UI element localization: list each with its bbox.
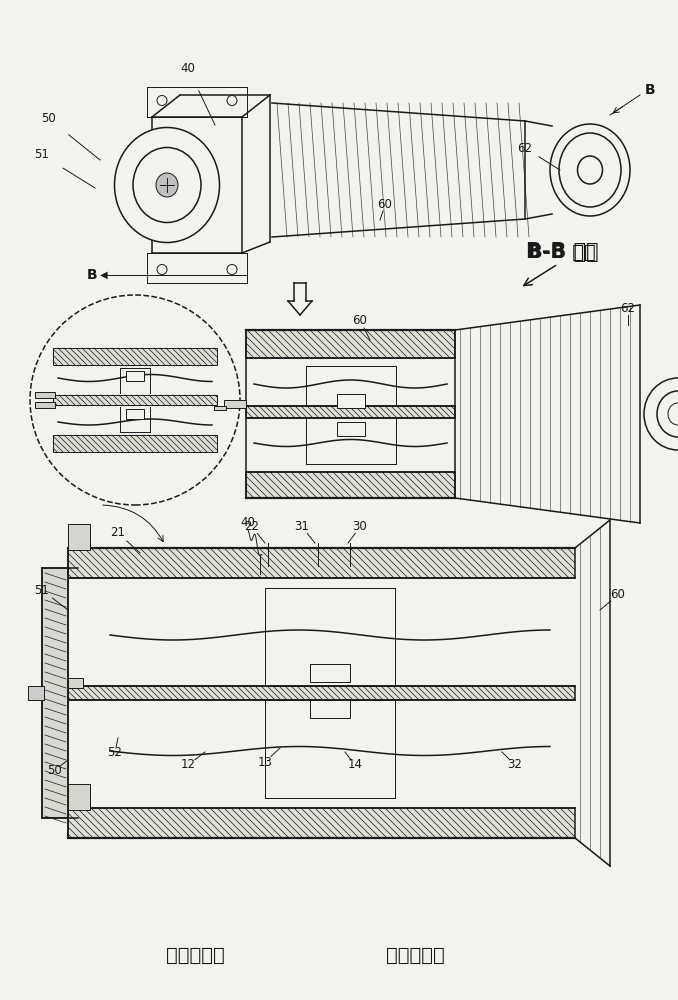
Bar [35, 402, 55, 408]
Bar [35, 392, 55, 398]
Ellipse shape [668, 403, 678, 425]
Text: B: B [86, 268, 97, 282]
Circle shape [227, 264, 237, 274]
Bar [42, 568, 68, 818]
Text: 51: 51 [35, 148, 49, 161]
Text: 62: 62 [620, 302, 635, 314]
Bar [53, 348, 217, 365]
Bar [214, 406, 226, 410]
Text: 51: 51 [35, 584, 49, 596]
Ellipse shape [133, 147, 201, 223]
Text: 21: 21 [111, 526, 125, 540]
Bar [28, 686, 44, 700]
Text: 60: 60 [378, 198, 393, 212]
Text: 32: 32 [508, 758, 523, 772]
Bar [246, 406, 455, 418]
Text: ◀: ◀ [97, 270, 108, 280]
Text: B-B 截面: B-B 截面 [525, 242, 598, 262]
Bar [310, 700, 350, 718]
Bar [336, 422, 365, 436]
Ellipse shape [644, 378, 678, 450]
Text: 前液体腔室: 前液体腔室 [386, 946, 444, 964]
Text: 60: 60 [611, 588, 625, 601]
Text: 40: 40 [241, 516, 256, 528]
Text: B: B [645, 83, 656, 97]
Circle shape [227, 96, 237, 105]
Ellipse shape [550, 124, 630, 216]
Text: 40: 40 [180, 62, 195, 75]
Text: 60: 60 [353, 314, 367, 326]
Ellipse shape [156, 173, 178, 197]
Text: 22: 22 [245, 520, 260, 534]
Text: 50: 50 [41, 111, 56, 124]
Bar [336, 394, 365, 408]
Bar [68, 784, 90, 810]
Bar [246, 472, 455, 498]
Text: 30: 30 [353, 520, 367, 534]
Text: 13: 13 [258, 756, 273, 768]
Bar [68, 548, 575, 578]
Text: 50: 50 [47, 764, 62, 776]
Bar [310, 664, 350, 682]
Ellipse shape [657, 391, 678, 437]
Bar [246, 330, 455, 358]
Bar [53, 435, 217, 452]
Bar [68, 678, 83, 688]
Text: 后液体腔室: 后液体腔室 [165, 946, 224, 964]
Bar [68, 686, 575, 700]
Circle shape [157, 96, 167, 105]
Bar [126, 371, 144, 381]
Text: 52: 52 [108, 746, 123, 758]
Circle shape [157, 264, 167, 274]
Bar [68, 524, 90, 550]
Text: 12: 12 [180, 758, 195, 772]
Bar [224, 400, 246, 408]
Text: 14: 14 [348, 758, 363, 772]
Bar [68, 808, 575, 838]
Text: 31: 31 [294, 520, 309, 534]
Bar [126, 409, 144, 419]
Circle shape [30, 295, 240, 505]
Ellipse shape [115, 127, 220, 242]
Ellipse shape [559, 133, 621, 207]
Ellipse shape [578, 156, 603, 184]
Text: B-B 截面: B-B 截面 [528, 242, 596, 261]
Bar [53, 395, 217, 405]
Text: 62: 62 [517, 141, 532, 154]
